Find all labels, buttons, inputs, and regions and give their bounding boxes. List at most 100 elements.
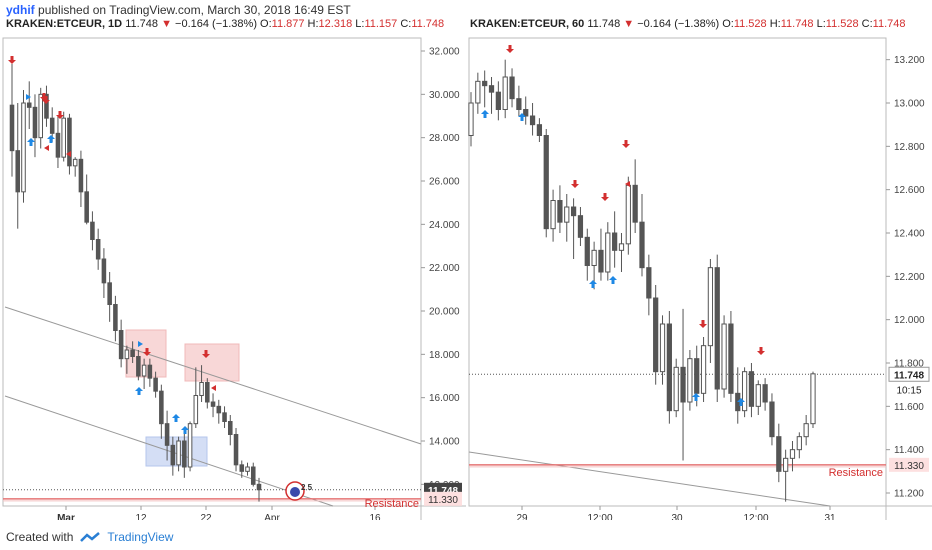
signal-buy-arrow-icon — [481, 110, 489, 118]
candle-down — [159, 390, 164, 425]
candle-up — [21, 102, 26, 193]
signal-buy-arrow-icon — [172, 414, 180, 422]
candle-down — [233, 434, 239, 466]
hourly-chart[interactable]: 13.200 13.000 12.800 12.600 12.400 12.200 12.0… — [466, 0, 932, 520]
signal-buy-arrow-icon — [135, 387, 143, 395]
candle-up — [673, 366, 679, 412]
signal-buy-arrow-icon — [589, 280, 597, 288]
candle-down — [612, 232, 618, 251]
y-tick-label: 11.600 — [894, 402, 924, 413]
candle-down — [182, 440, 187, 468]
candle-down — [153, 377, 158, 392]
y-tick-label: 22.000 — [429, 263, 460, 274]
left-change: −0.164 (−1.38%) — [175, 18, 257, 30]
candle-up — [475, 80, 481, 104]
y-tick-label: 11.400 — [894, 445, 924, 456]
resistance-label: Resistance — [365, 498, 419, 510]
signal-buy-arrow-icon — [181, 426, 189, 434]
plot-frame — [468, 37, 887, 507]
candle-up — [550, 200, 556, 230]
candle-down — [250, 466, 256, 485]
candle-up — [245, 466, 250, 472]
x-tick-label: 22 — [200, 513, 212, 520]
signal-sell-arrow-icon — [506, 45, 514, 53]
plot-frame — [2, 37, 422, 507]
footer: Created with TradingView — [6, 530, 173, 544]
candle-up — [591, 249, 597, 266]
channel-line-lower — [468, 451, 831, 507]
signal-sell-arrow-icon — [699, 320, 707, 328]
countdown-label: 10:15 — [896, 385, 921, 396]
tradingview-cloud-icon — [80, 532, 101, 542]
candle-up — [605, 232, 611, 273]
candle-down — [639, 221, 645, 269]
y-tick-label: 13.200 — [894, 55, 925, 66]
candle-up — [741, 371, 748, 412]
flag-marker-icon — [138, 341, 143, 347]
x-tick-label: 30 — [671, 513, 683, 520]
signal-buy-arrow-icon — [609, 276, 617, 284]
left-open: 11.877 — [271, 18, 305, 30]
daily-chart[interactable]: 32.000 30.000 28.000 26.000 24.000 22.000 20.0… — [0, 0, 466, 520]
flag-marker-icon — [211, 385, 216, 391]
countdown-tag — [889, 382, 929, 397]
signal-sell-arrow-icon — [202, 350, 210, 358]
right-low: 11.528 — [825, 18, 859, 30]
candle-up — [618, 243, 625, 251]
candle-down — [84, 191, 89, 223]
y-tick-label: 12.000 — [894, 315, 925, 326]
last-price-label: 11.748 — [428, 486, 458, 497]
right-change: −0.164 (−1.38%) — [637, 18, 720, 30]
signal-sell-arrow-icon — [622, 140, 630, 148]
left-down-triangle-icon: ▼ — [161, 18, 172, 30]
publish-header: ydhif published on TradingView.com, Marc… — [6, 3, 351, 17]
candle-down — [653, 297, 659, 373]
x-tick-label: 12:00 — [587, 513, 612, 520]
resistance-tag — [889, 457, 929, 472]
candle-down — [694, 358, 700, 394]
candle-down — [536, 124, 543, 136]
flag-marker-icon — [26, 94, 31, 100]
candle-down — [90, 221, 95, 241]
candle-up — [659, 323, 666, 373]
y-tick-label: 13.000 — [894, 99, 925, 110]
y-tick-label: 12.800 — [894, 142, 925, 153]
candle-down — [107, 282, 112, 306]
candle-down — [646, 267, 652, 299]
flag-marker-icon — [44, 145, 49, 151]
y-tick-label: 11.200 — [894, 489, 924, 500]
candle-down — [509, 76, 515, 100]
candle-down — [529, 115, 536, 126]
tradingview-brand[interactable]: TradingView — [107, 530, 174, 544]
candle-up — [789, 449, 796, 459]
author-name[interactable]: ydhif — [6, 3, 35, 17]
candle-up — [187, 423, 193, 468]
candle-down — [9, 104, 15, 152]
candle-down — [78, 158, 84, 193]
candle-down — [15, 150, 21, 193]
channel-line-lower — [4, 395, 334, 507]
flag-marker-icon — [625, 181, 630, 187]
candle-down — [130, 349, 135, 357]
candle-up — [755, 384, 761, 407]
event-badge-core — [290, 487, 300, 497]
candle-down — [205, 382, 210, 403]
candle-up — [72, 158, 78, 167]
right-down-triangle-icon: ▼ — [623, 18, 635, 30]
candle-down — [32, 106, 38, 139]
resistance-value-label: 11.330 — [894, 461, 924, 472]
candle-down — [44, 93, 49, 119]
y-tick-label: 30.000 — [429, 90, 460, 101]
left-low: 11.157 — [364, 18, 398, 30]
candle-up — [564, 206, 570, 223]
resistance-tag — [424, 491, 462, 506]
candle-up — [810, 373, 816, 425]
signal-buy-arrow-icon — [47, 135, 55, 143]
candle-down — [516, 98, 522, 110]
right-symbol: KRAKEN:ETCEUR, 60 — [470, 18, 585, 30]
candle-down — [598, 249, 604, 273]
candle-down — [147, 364, 153, 379]
candle-up — [176, 440, 181, 466]
y-tick-label: 20.000 — [429, 307, 460, 318]
